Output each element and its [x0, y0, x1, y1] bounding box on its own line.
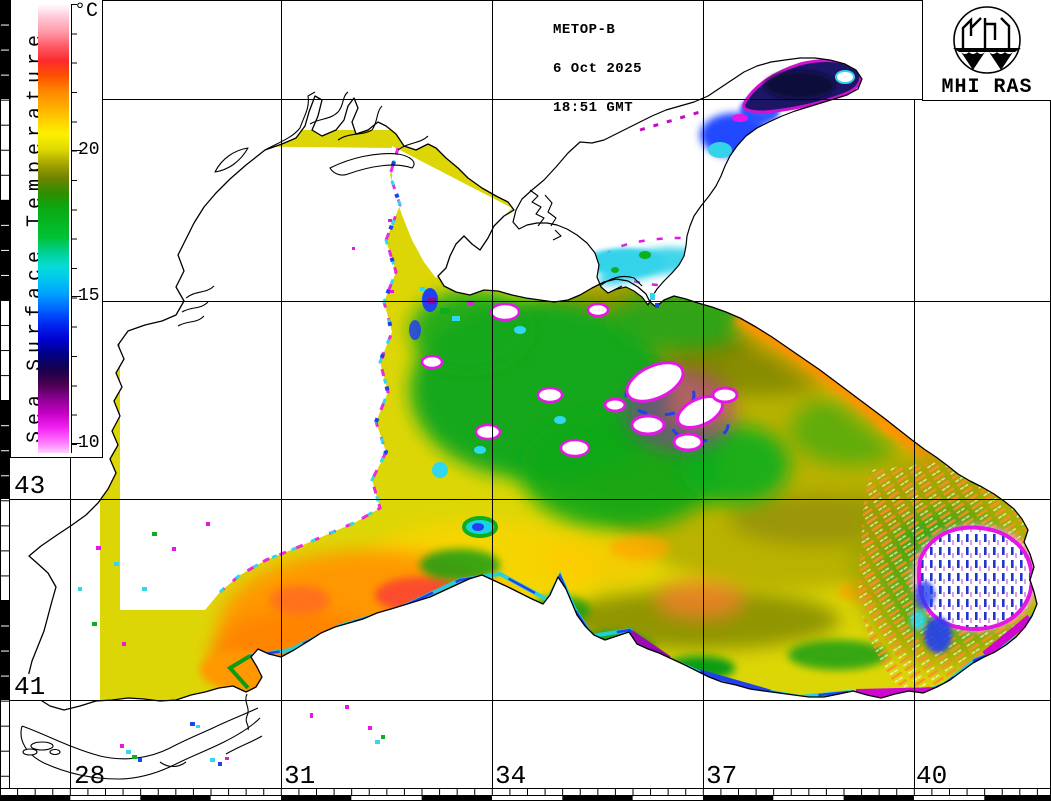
lon-label-31: 31: [284, 761, 316, 791]
colorbar-tick-label: 15: [78, 286, 100, 306]
colorbar-gradient: [38, 4, 69, 453]
lat-label-43: 43: [12, 471, 48, 501]
logo-label: MHI RAS: [941, 76, 1033, 99]
cloud-speckles: [78, 219, 659, 766]
colorbar-tick-20: [72, 150, 81, 151]
capture-time: 18:51 GMT: [553, 100, 634, 116]
lon-label-37: 37: [706, 761, 738, 791]
colorbar-unit: °C: [74, 0, 99, 23]
lon-label-34: 34: [495, 761, 527, 791]
lon-label-28: 28: [74, 761, 106, 791]
colorbar-legend: Sea Surface Temperature °C 20 15 10: [10, 0, 103, 458]
capture-date: 6 Oct 2025: [553, 61, 643, 77]
colorbar-minor-ticks: [72, 4, 77, 454]
lon-label-40: 40: [916, 761, 948, 791]
colorbar-tick-15: [72, 296, 81, 297]
mhi-ras-logo-icon: [953, 6, 1021, 74]
cloud-holes: [420, 302, 739, 458]
colorbar-tick-10: [72, 443, 81, 444]
colorbar-axis: [71, 4, 72, 453]
coastlines: [20, 57, 1038, 780]
cloud-mask-nw: [120, 145, 400, 610]
colorbar-tick-label: 20: [78, 140, 100, 160]
cloud-speckle-blob: [917, 525, 1034, 631]
graticule: [9, 0, 1051, 788]
cloud-mask-bay: [392, 146, 512, 278]
lat-label-41: 41: [12, 672, 48, 702]
azov-sea: [513, 58, 862, 305]
header-block: METOP-B 6 Oct 2025 18:51 GMT: [553, 21, 642, 119]
colorbar-tick-label: 10: [78, 433, 100, 453]
satellite-name: METOP-B: [553, 22, 616, 38]
latitude-ruler: [0, 0, 10, 788]
logo-box: MHI RAS: [922, 0, 1051, 101]
